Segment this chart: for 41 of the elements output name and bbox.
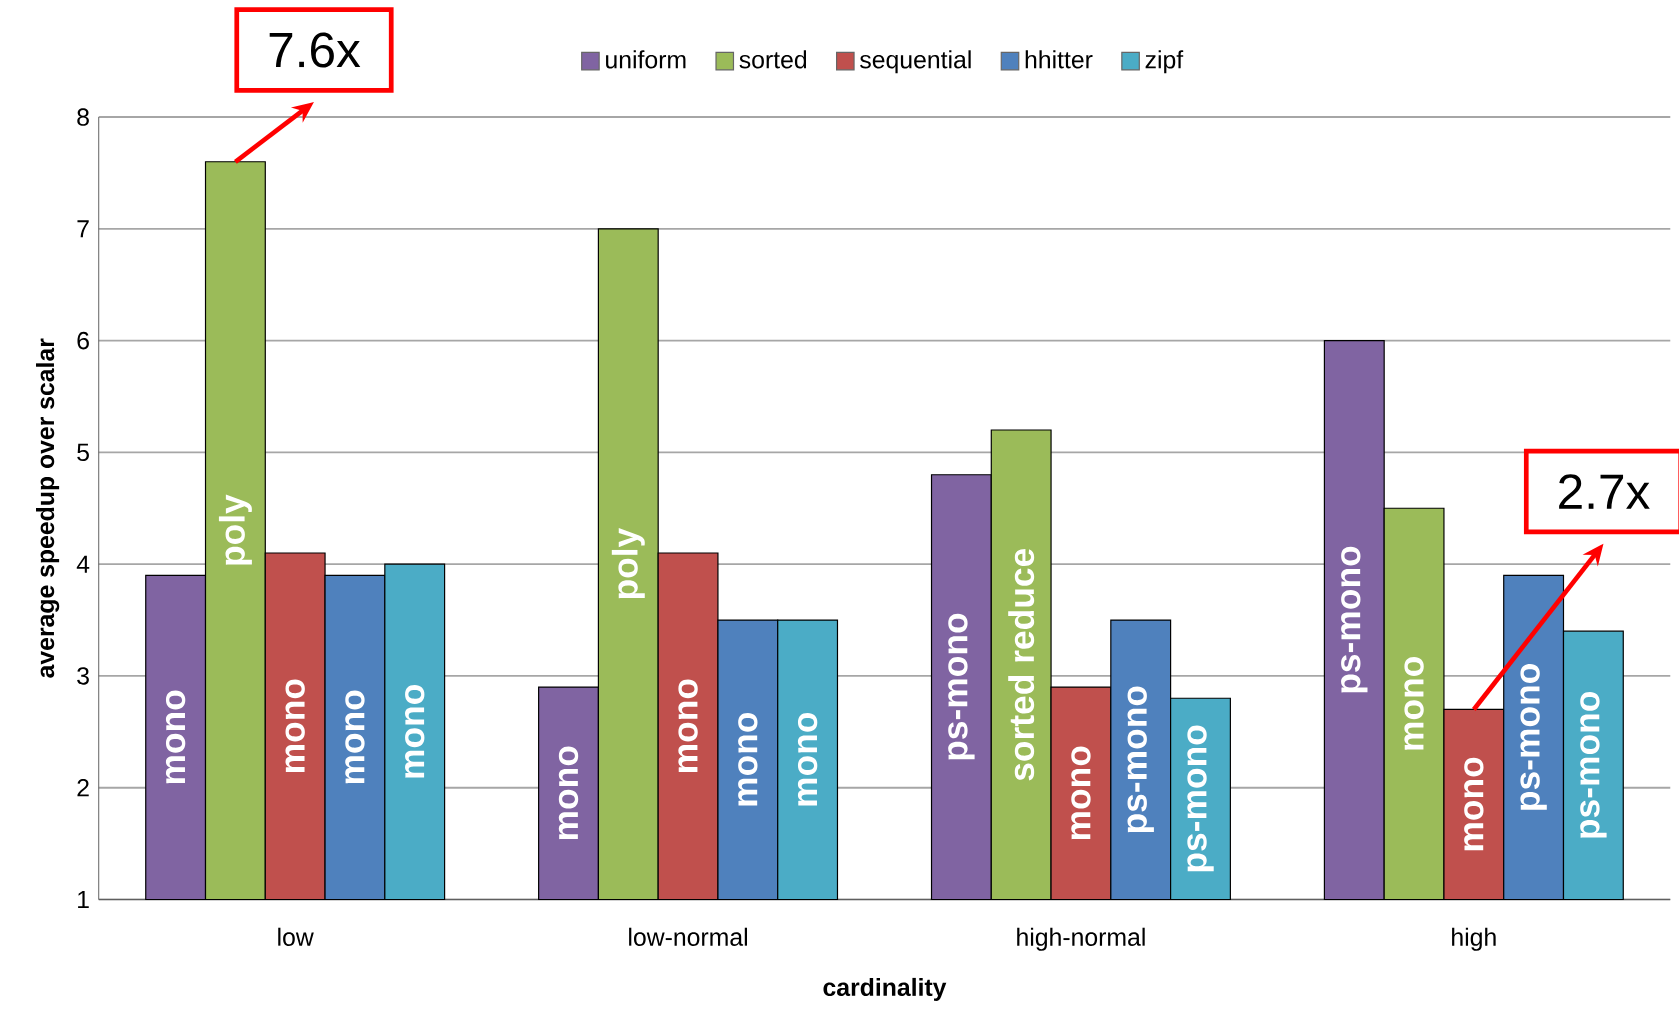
data-label: mono: [165, 690, 186, 784]
data-label: mono: [1071, 746, 1091, 840]
data-label: mono: [405, 685, 425, 778]
x-tick-label: high: [1452, 927, 1496, 951]
y-tick-label: 4: [76, 555, 90, 573]
y-tick-label: 6: [77, 331, 89, 350]
data-label: mono: [797, 712, 818, 806]
data-label: ps-mono: [948, 613, 975, 760]
legend-label: hhitter: [1025, 50, 1093, 69]
data-label: mono: [558, 746, 579, 840]
x-axis-title: cardinality: [823, 977, 947, 1001]
data-label: poly: [218, 494, 252, 565]
data-label: mono: [285, 679, 305, 773]
y-tick-label: 2: [77, 779, 89, 797]
legend-label: sequential: [860, 50, 971, 74]
data-label: ps-mono: [1520, 664, 1547, 810]
y-tick-label: 3: [77, 667, 89, 685]
x-tick-label: low: [278, 927, 314, 946]
data-label: mono: [1464, 757, 1484, 851]
y-tick-label: 8: [77, 108, 89, 126]
y-tick-label: 1: [78, 890, 89, 908]
data-label: mono: [1404, 657, 1424, 750]
x-tick-label: low-normal: [629, 927, 747, 946]
data-label: mono: [738, 712, 758, 806]
data-label: mono: [678, 679, 698, 773]
text: 7.6x: [269, 32, 361, 68]
data-label: mono: [345, 690, 365, 784]
x-tick-label: high-normal: [1017, 927, 1145, 951]
legend-label: uniform: [606, 50, 686, 69]
data-label: sorted reduce: [1008, 548, 1035, 781]
data-label: ps-mono: [1187, 725, 1214, 872]
data-label: ps-mono: [1341, 546, 1368, 693]
data-label: ps-mono: [1127, 686, 1154, 833]
legend-label: sorted: [739, 50, 807, 69]
y-tick-label: 7: [77, 220, 89, 238]
data-label: poly: [611, 527, 645, 599]
y-axis-title: average speedup over scalar: [36, 338, 60, 678]
annotation: 2.7x: [1559, 474, 1650, 509]
data-label: ps-mono: [1580, 691, 1607, 838]
legend-label: zipf: [1145, 50, 1184, 74]
y-tick-label: 5: [77, 443, 89, 462]
